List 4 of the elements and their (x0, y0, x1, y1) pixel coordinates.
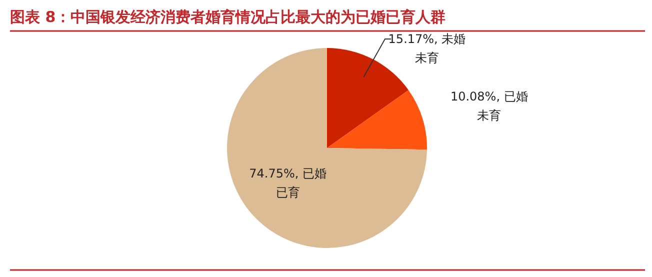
data-label: 15.17%, 未婚未育 (388, 32, 466, 65)
chart-title: 图表 8：中国银发经济消费者婚育情况占比最大的为已婚已育人群 (10, 8, 446, 26)
data-label: 74.75%, 已婚已育 (249, 166, 326, 200)
data-label: 10.08%, 已婚未育 (450, 89, 528, 122)
